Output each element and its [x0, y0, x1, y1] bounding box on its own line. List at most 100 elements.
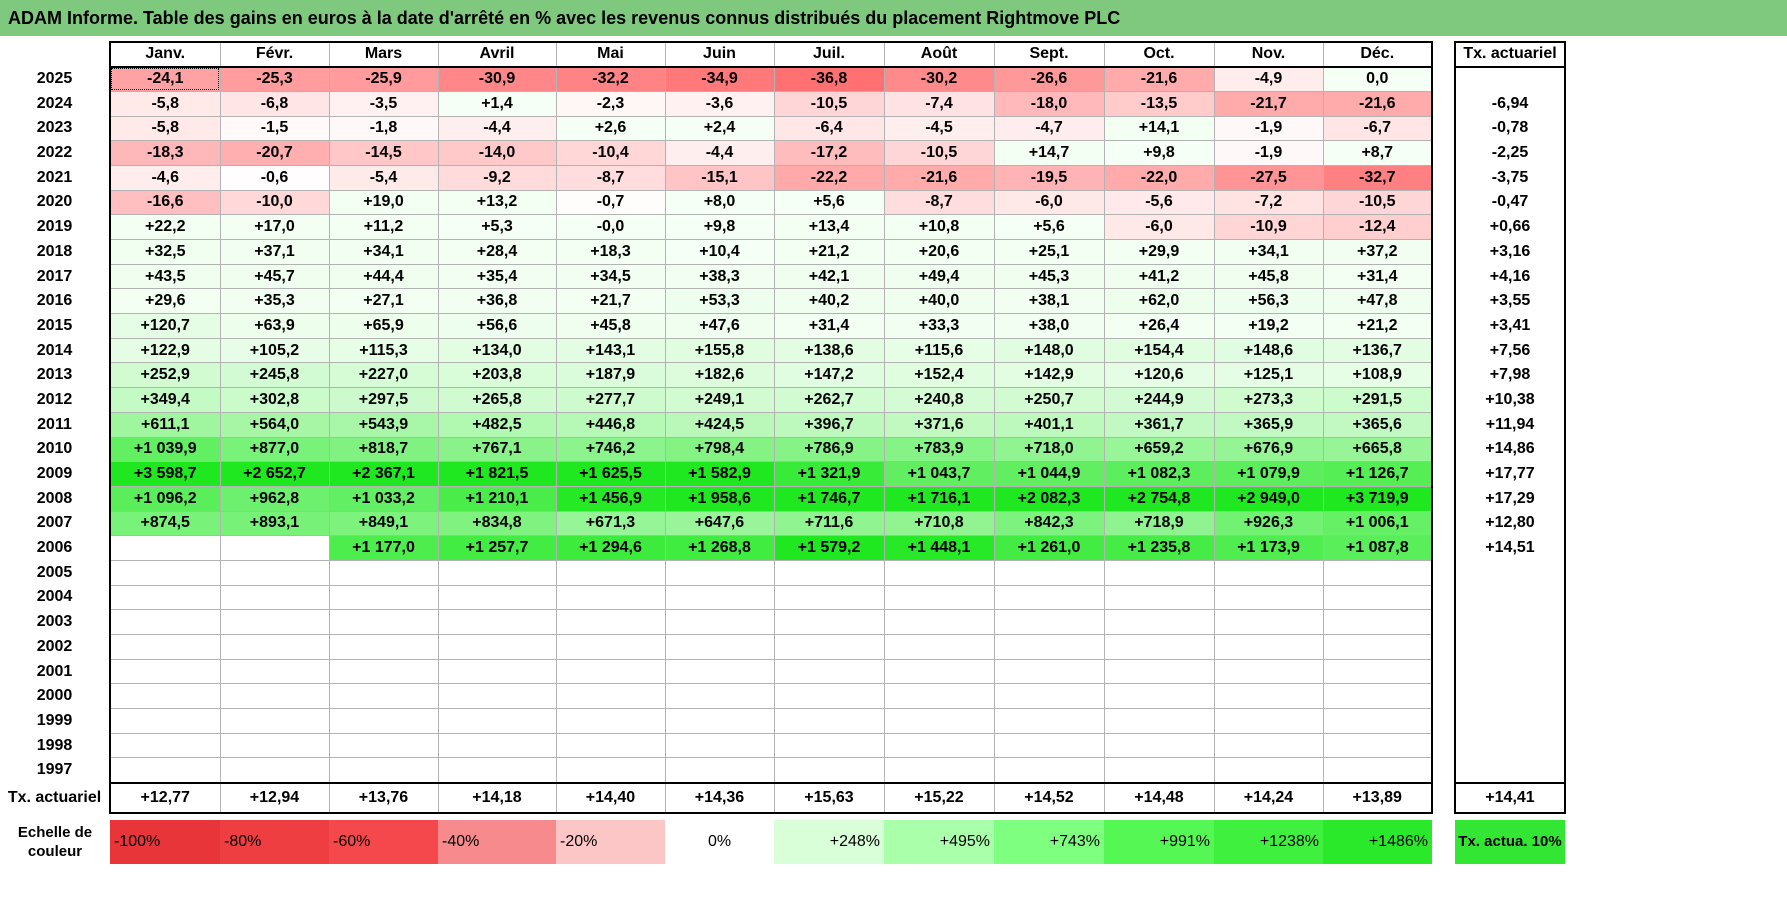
gain-cell[interactable]: +371,6: [883, 411, 995, 438]
gain-cell[interactable]: +798,4: [664, 436, 775, 463]
gain-cell[interactable]: +874,5: [109, 510, 221, 537]
gain-cell[interactable]: -13,5: [1103, 90, 1215, 117]
gain-cell[interactable]: +676,9: [1213, 436, 1324, 463]
gain-cell[interactable]: +1 079,9: [1213, 461, 1324, 487]
gain-cell[interactable]: +482,5: [437, 411, 557, 438]
gain-cell[interactable]: -5,8: [109, 90, 221, 117]
gain-cell[interactable]: [219, 732, 330, 759]
gain-cell[interactable]: +1 821,5: [437, 461, 557, 487]
gain-cell[interactable]: -7,2: [1213, 189, 1324, 216]
gain-cell[interactable]: +143,1: [555, 337, 666, 364]
gain-cell[interactable]: [1103, 584, 1215, 611]
gain-cell[interactable]: -10,9: [1213, 214, 1324, 240]
gain-cell[interactable]: -22,2: [773, 164, 885, 191]
gain-cell[interactable]: +2 082,3: [993, 485, 1105, 512]
gain-cell[interactable]: [773, 757, 885, 784]
gain-cell[interactable]: +3 598,7: [109, 461, 221, 487]
gain-cell[interactable]: [1322, 708, 1433, 734]
gain-cell[interactable]: [664, 683, 775, 710]
gain-cell[interactable]: +20,6: [883, 239, 995, 265]
gain-cell[interactable]: [437, 609, 557, 635]
gain-cell[interactable]: +14,7: [993, 140, 1105, 166]
gain-cell[interactable]: [883, 634, 995, 660]
gain-cell[interactable]: -4,6: [109, 164, 221, 191]
gain-cell[interactable]: [219, 658, 330, 685]
gain-cell[interactable]: +25,1: [993, 239, 1105, 265]
gain-cell[interactable]: +108,9: [1322, 362, 1433, 389]
gain-cell[interactable]: +1 043,7: [883, 461, 995, 487]
gain-cell[interactable]: +227,0: [328, 362, 439, 389]
gain-cell[interactable]: [883, 683, 995, 710]
gain-cell[interactable]: +45,8: [555, 313, 666, 339]
gain-cell[interactable]: +40,2: [773, 288, 885, 315]
gain-cell[interactable]: +147,2: [773, 362, 885, 389]
gain-cell[interactable]: [1213, 708, 1324, 734]
gain-cell[interactable]: -26,6: [993, 66, 1105, 92]
gain-cell[interactable]: +1 579,2: [773, 535, 885, 561]
gain-cell[interactable]: -4,7: [993, 115, 1105, 142]
gain-cell[interactable]: [1103, 757, 1215, 784]
gain-cell[interactable]: -1,5: [219, 115, 330, 142]
gain-cell[interactable]: [664, 708, 775, 734]
gain-cell[interactable]: -4,4: [437, 115, 557, 142]
gain-cell[interactable]: -10,5: [1322, 189, 1433, 216]
gain-cell[interactable]: +711,6: [773, 510, 885, 537]
gain-cell[interactable]: -6,4: [773, 115, 885, 142]
gain-cell[interactable]: [993, 757, 1105, 784]
gain-cell[interactable]: -20,7: [219, 140, 330, 166]
gain-cell[interactable]: [109, 584, 221, 611]
gain-cell[interactable]: -21,6: [883, 164, 995, 191]
gain-cell[interactable]: [1322, 609, 1433, 635]
gain-cell[interactable]: +40,0: [883, 288, 995, 315]
gain-cell[interactable]: [993, 609, 1105, 635]
gain-cell[interactable]: [219, 559, 330, 586]
gain-cell[interactable]: +9,8: [1103, 140, 1215, 166]
gain-cell[interactable]: -6,0: [1103, 214, 1215, 240]
gain-cell[interactable]: [328, 609, 439, 635]
gain-cell[interactable]: [883, 559, 995, 586]
gain-cell[interactable]: +926,3: [1213, 510, 1324, 537]
gain-cell[interactable]: +182,6: [664, 362, 775, 389]
gain-cell[interactable]: [1322, 559, 1433, 586]
gain-cell[interactable]: [1213, 634, 1324, 660]
gain-cell[interactable]: -17,2: [773, 140, 885, 166]
gain-cell[interactable]: +33,3: [883, 313, 995, 339]
gain-cell[interactable]: +1 321,9: [773, 461, 885, 487]
gain-cell[interactable]: +302,8: [219, 387, 330, 413]
gain-cell[interactable]: +718,0: [993, 436, 1105, 463]
gain-cell[interactable]: +152,4: [883, 362, 995, 389]
gain-cell[interactable]: [993, 708, 1105, 734]
gain-cell[interactable]: +5,3: [437, 214, 557, 240]
gain-cell[interactable]: [1103, 559, 1215, 586]
gain-cell[interactable]: [993, 634, 1105, 660]
gain-cell[interactable]: -1,8: [328, 115, 439, 142]
gain-cell[interactable]: -0,0: [555, 214, 666, 240]
gain-cell[interactable]: [328, 634, 439, 660]
gain-cell[interactable]: +893,1: [219, 510, 330, 537]
gain-cell[interactable]: -21,6: [1103, 66, 1215, 92]
gain-cell[interactable]: -30,9: [437, 66, 557, 92]
gain-cell[interactable]: [773, 584, 885, 611]
gain-cell[interactable]: -0,7: [555, 189, 666, 216]
gain-cell[interactable]: +65,9: [328, 313, 439, 339]
gain-cell[interactable]: +647,6: [664, 510, 775, 537]
gain-cell[interactable]: +134,0: [437, 337, 557, 364]
gain-cell[interactable]: +401,1: [993, 411, 1105, 438]
gain-cell[interactable]: -21,6: [1322, 90, 1433, 117]
gain-cell[interactable]: +842,3: [993, 510, 1105, 537]
gain-cell[interactable]: +252,9: [109, 362, 221, 389]
gain-cell[interactable]: +297,5: [328, 387, 439, 413]
gain-cell[interactable]: -6,0: [993, 189, 1105, 216]
gain-cell[interactable]: [664, 757, 775, 784]
gain-cell[interactable]: [219, 609, 330, 635]
gain-cell[interactable]: [555, 732, 666, 759]
gain-cell[interactable]: -8,7: [883, 189, 995, 216]
gain-cell[interactable]: +10,4: [664, 239, 775, 265]
gain-cell[interactable]: +1 173,9: [1213, 535, 1324, 561]
gain-cell[interactable]: [883, 732, 995, 759]
gain-cell[interactable]: [555, 658, 666, 685]
gain-cell[interactable]: +37,2: [1322, 239, 1433, 265]
gain-cell[interactable]: +1 958,6: [664, 485, 775, 512]
gain-cell[interactable]: [109, 634, 221, 660]
gain-cell[interactable]: [328, 559, 439, 586]
